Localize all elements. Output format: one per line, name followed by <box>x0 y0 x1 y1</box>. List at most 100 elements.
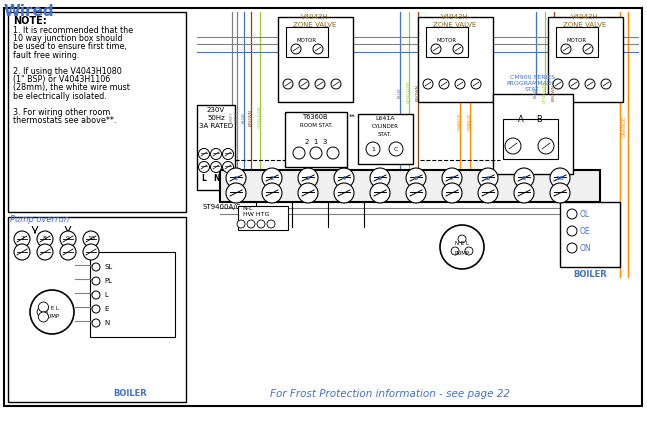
Circle shape <box>478 168 498 188</box>
Text: BOILER: BOILER <box>573 270 607 279</box>
Circle shape <box>38 312 49 322</box>
Circle shape <box>451 247 459 255</box>
Text: L: L <box>202 173 206 182</box>
Text: E: E <box>104 306 109 312</box>
Circle shape <box>199 149 210 160</box>
Circle shape <box>299 79 309 89</box>
Text: thermostats see above**.: thermostats see above**. <box>13 116 116 125</box>
Circle shape <box>210 162 221 173</box>
Bar <box>560 202 620 267</box>
Text: 8: 8 <box>43 235 47 241</box>
Text: fault free wiring.: fault free wiring. <box>13 51 80 60</box>
Text: 10 way junction box should: 10 way junction box should <box>13 34 122 43</box>
Circle shape <box>92 291 100 299</box>
Bar <box>286 27 328 57</box>
Circle shape <box>431 44 441 54</box>
Text: 1: 1 <box>234 176 238 181</box>
Circle shape <box>37 244 53 260</box>
Text: OE: OE <box>580 227 591 235</box>
Bar <box>197 105 235 190</box>
Circle shape <box>92 263 100 271</box>
Text: V4043H
ZONE VALVE
HTG2: V4043H ZONE VALVE HTG2 <box>564 14 607 35</box>
Bar <box>220 170 600 202</box>
Text: ROOM STAT.: ROOM STAT. <box>300 123 333 128</box>
Bar <box>418 17 493 102</box>
Circle shape <box>370 183 390 203</box>
Circle shape <box>262 168 282 188</box>
Text: GREY: GREY <box>235 111 239 123</box>
Text: Wired: Wired <box>4 4 54 19</box>
Circle shape <box>455 79 465 89</box>
Text: G/YELLOW: G/YELLOW <box>258 106 262 128</box>
Text: 7: 7 <box>450 176 454 181</box>
Circle shape <box>37 231 53 247</box>
Text: SL: SL <box>104 264 112 270</box>
Circle shape <box>440 225 484 269</box>
Text: BLUE: BLUE <box>534 87 538 97</box>
Bar <box>8 12 186 212</box>
Text: 9: 9 <box>66 235 70 241</box>
Text: N: N <box>104 320 109 326</box>
Text: 4: 4 <box>342 176 346 181</box>
Text: BROWN: BROWN <box>249 108 253 125</box>
Circle shape <box>199 162 210 173</box>
Circle shape <box>334 183 354 203</box>
Bar <box>358 114 413 164</box>
Circle shape <box>267 220 275 228</box>
Text: L641A: L641A <box>375 116 395 121</box>
Circle shape <box>567 209 577 219</box>
Text: G/YELLOW: G/YELLOW <box>543 81 547 103</box>
Text: 2  1  3: 2 1 3 <box>305 139 327 145</box>
Circle shape <box>92 305 100 313</box>
Circle shape <box>283 79 293 89</box>
Text: 230V
50Hz
3A RATED: 230V 50Hz 3A RATED <box>199 107 233 129</box>
Circle shape <box>505 138 521 154</box>
Circle shape <box>262 183 282 203</box>
Text: 7: 7 <box>20 235 24 241</box>
Circle shape <box>514 168 534 188</box>
Circle shape <box>569 79 579 89</box>
Circle shape <box>514 183 534 203</box>
Text: Pump overrun: Pump overrun <box>10 215 69 224</box>
Text: (28mm), the white wire must: (28mm), the white wire must <box>13 84 130 92</box>
Text: 10: 10 <box>556 176 564 181</box>
Bar <box>548 17 623 102</box>
Text: be electrically isolated.: be electrically isolated. <box>13 92 107 100</box>
Text: STAT.: STAT. <box>378 132 392 137</box>
Circle shape <box>223 149 234 160</box>
Text: CM900 SERIES
PROGRAMMABLE
STAT.: CM900 SERIES PROGRAMMABLE STAT. <box>507 75 559 92</box>
Circle shape <box>553 79 563 89</box>
Bar <box>238 206 288 230</box>
Circle shape <box>313 44 323 54</box>
Text: PUMP: PUMP <box>45 314 60 319</box>
Bar <box>8 217 186 402</box>
Text: MOTOR: MOTOR <box>567 38 587 43</box>
Circle shape <box>567 243 577 253</box>
Text: BROWN: BROWN <box>416 84 420 100</box>
Text: ORANGE: ORANGE <box>458 113 462 131</box>
Text: ON: ON <box>580 243 591 252</box>
Text: PL: PL <box>104 278 112 284</box>
Circle shape <box>298 168 318 188</box>
Circle shape <box>567 226 577 236</box>
Circle shape <box>601 79 611 89</box>
Circle shape <box>257 220 265 228</box>
Circle shape <box>331 79 341 89</box>
Text: BLUE: BLUE <box>242 111 246 122</box>
Text: 2: 2 <box>270 176 274 181</box>
Text: ORANGE: ORANGE <box>622 116 626 138</box>
Text: BROWN: BROWN <box>552 84 556 100</box>
Circle shape <box>315 79 325 89</box>
Circle shape <box>60 231 76 247</box>
Circle shape <box>561 44 571 54</box>
Circle shape <box>583 44 593 54</box>
Text: T6360B: T6360B <box>303 114 329 120</box>
Circle shape <box>366 142 380 156</box>
Circle shape <box>247 220 255 228</box>
Text: BLUE: BLUE <box>398 87 402 97</box>
Circle shape <box>298 183 318 203</box>
Circle shape <box>538 138 554 154</box>
Circle shape <box>478 183 498 203</box>
Circle shape <box>471 79 481 89</box>
Text: 10: 10 <box>87 235 95 241</box>
